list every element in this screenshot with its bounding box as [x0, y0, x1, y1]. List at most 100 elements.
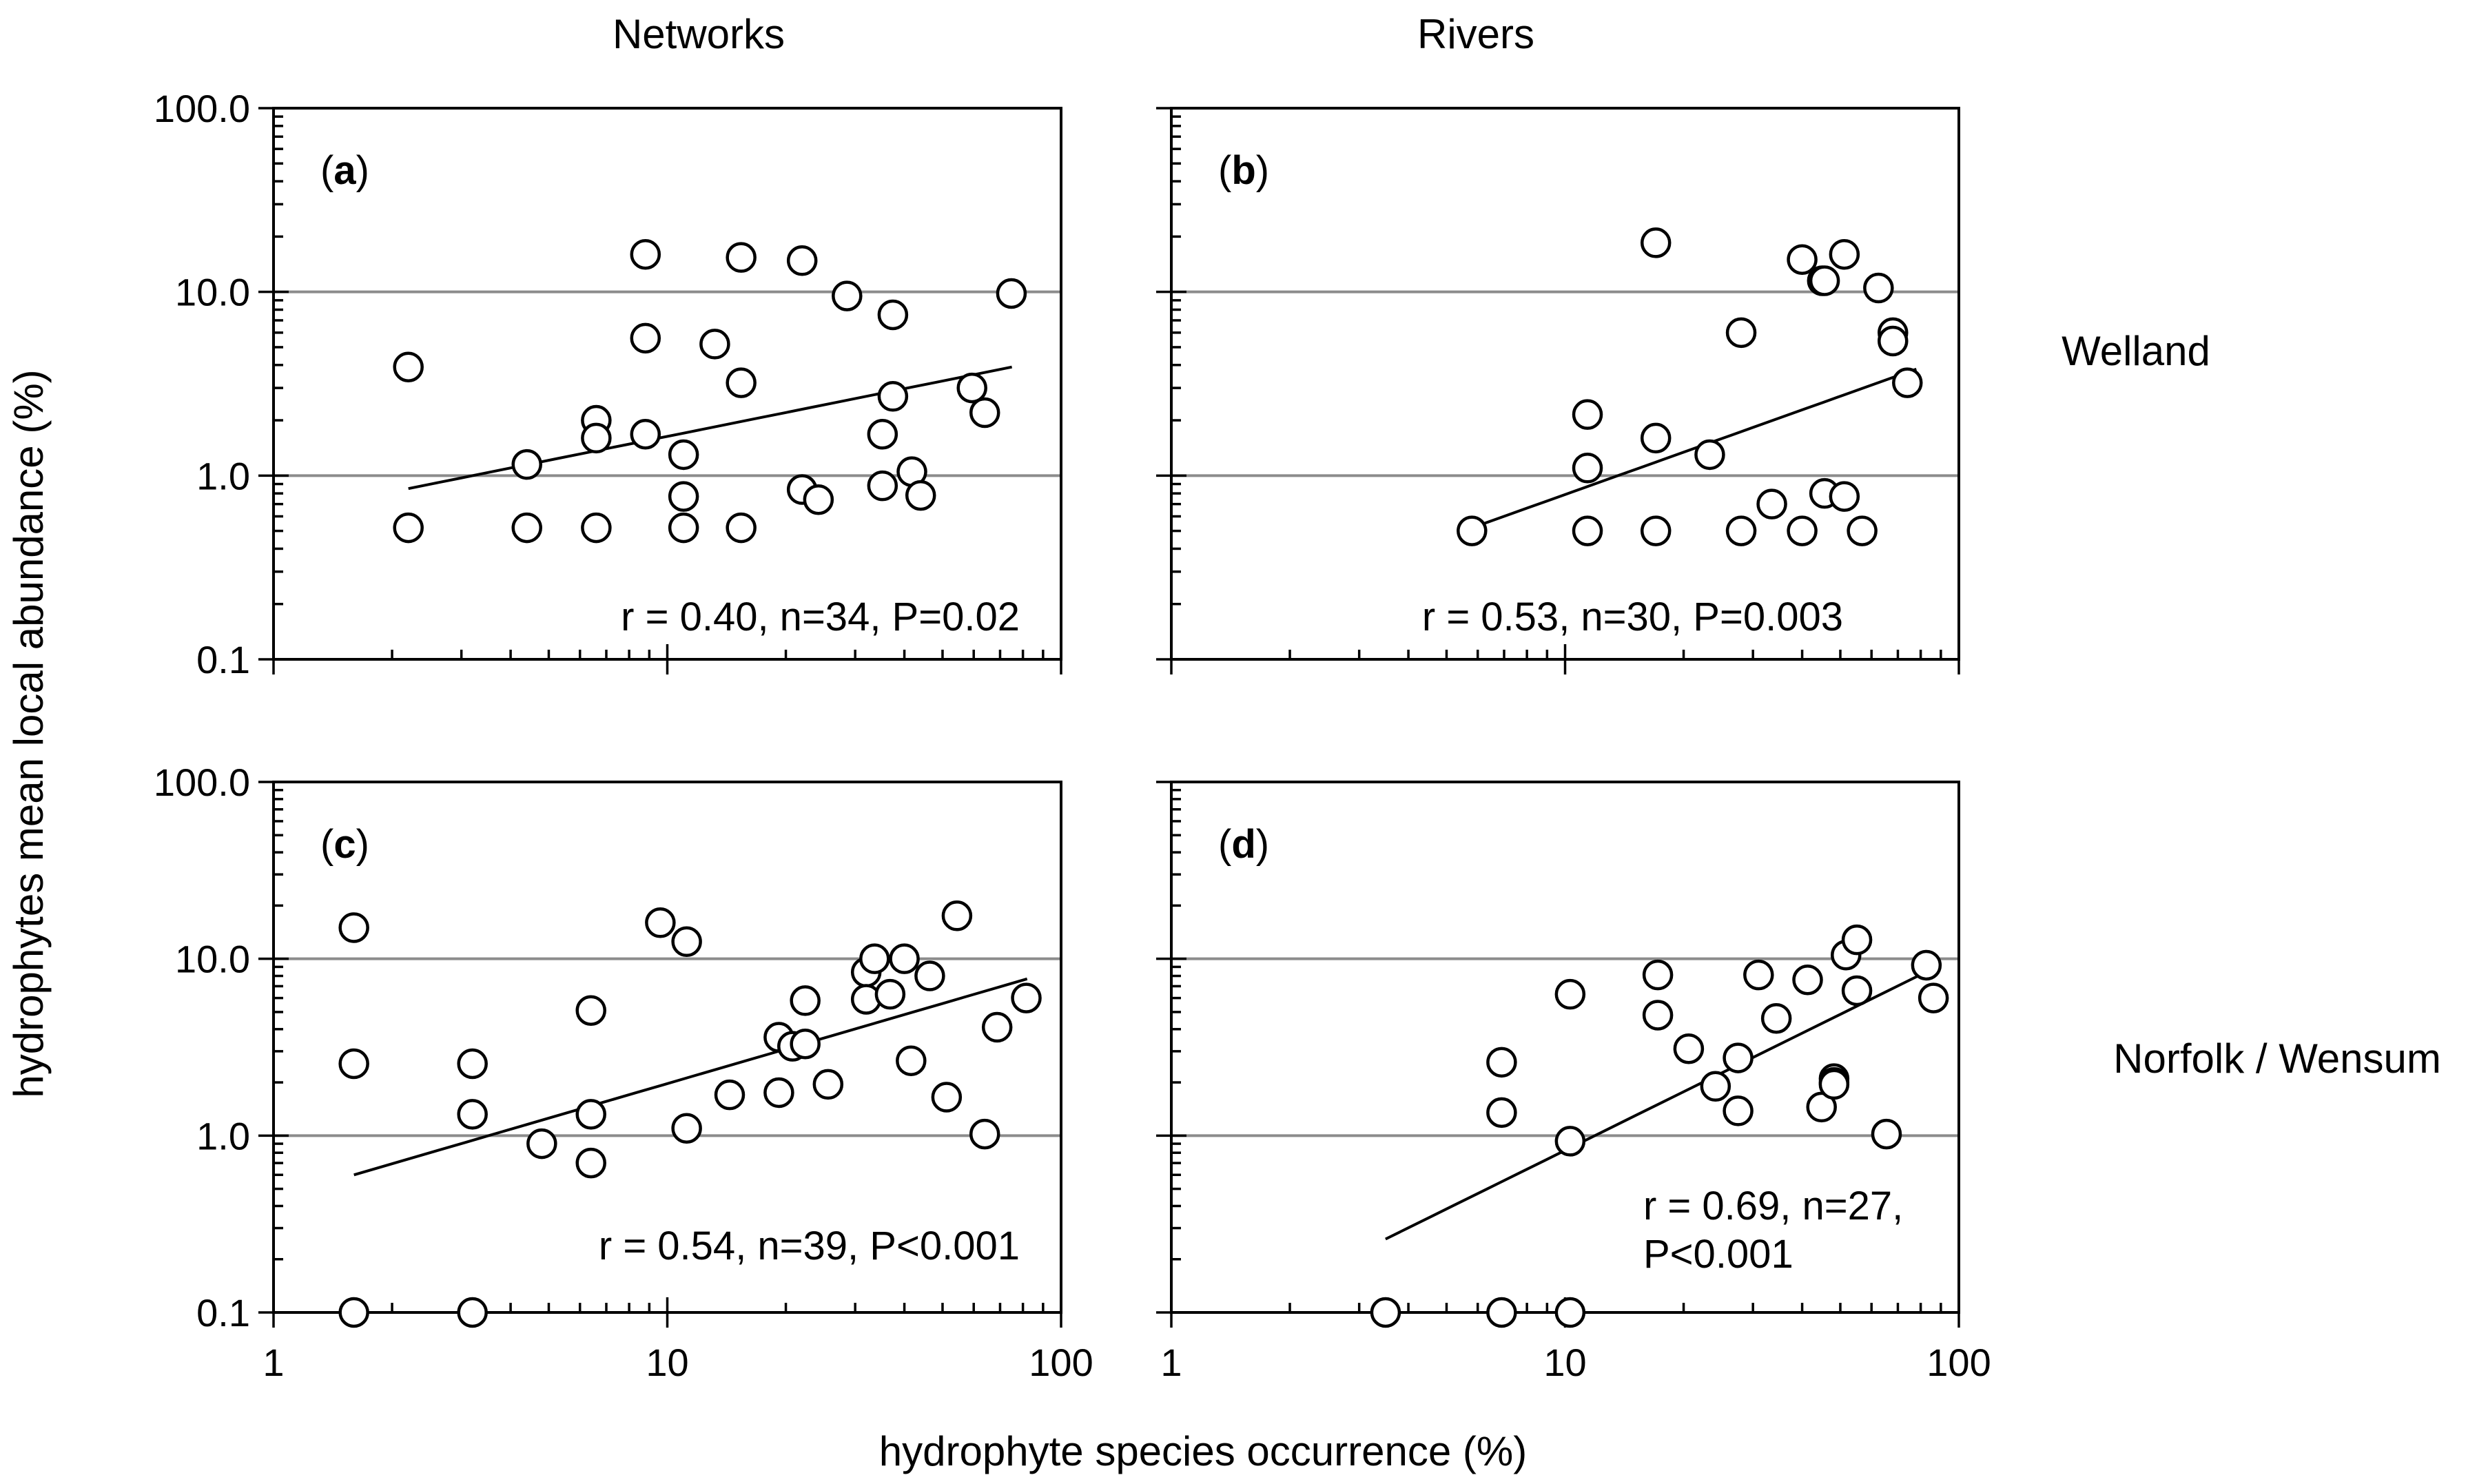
data-point [1841, 924, 1873, 956]
data-point [896, 1045, 927, 1076]
y-axis-title: hydrophytes mean local abundance (%) [6, 369, 52, 1097]
data-point [581, 422, 612, 454]
panel-label: (b) [1218, 148, 1269, 193]
data-point [1841, 975, 1873, 1007]
data-point [668, 439, 699, 471]
data-point [1760, 1002, 1792, 1034]
panel-label: (d) [1218, 822, 1269, 867]
y-tick-label: 100.0 [154, 761, 250, 804]
plot-frame [272, 107, 1062, 661]
data-point [969, 397, 1000, 429]
data-point [1554, 1126, 1586, 1157]
data-point [726, 242, 757, 273]
data-point [1743, 959, 1774, 991]
data-point [867, 419, 898, 450]
data-point [1486, 1047, 1517, 1078]
data-point [511, 512, 542, 544]
data-point [630, 322, 661, 354]
data-point [671, 1113, 702, 1144]
panel-label: (c) [320, 822, 369, 867]
data-point [393, 512, 424, 544]
panel-label-letter: b [1231, 148, 1255, 193]
x-tick-label: 10 [646, 1341, 688, 1384]
panel-label-open: ( [1218, 822, 1231, 867]
data-point [393, 351, 424, 382]
plot-frame [272, 781, 1062, 1314]
data-point [457, 1099, 488, 1130]
data-point [1572, 515, 1603, 546]
data-point [575, 995, 606, 1026]
data-point [763, 1077, 794, 1109]
data-point [726, 512, 757, 544]
data-point [996, 278, 1027, 309]
data-point [1370, 1297, 1401, 1328]
panel-a: 100.0 10.0 1.0 0.1 (a) r = 0.40, n=34, P=0.02 [154, 87, 1062, 681]
panel-label-open: ( [1218, 148, 1231, 193]
x-tick-label: 100 [1926, 1341, 1991, 1384]
trend-line [1471, 367, 1917, 529]
x-tick-label: 100 [1029, 1341, 1093, 1384]
panel-d: 1 10 100 (d) r = 0.69, n=27,P<0.001 [1156, 781, 1991, 1384]
stats-annotation: P<0.001 [1643, 1232, 1793, 1277]
data-point [1554, 978, 1586, 1010]
data-point [786, 245, 818, 276]
data-point [668, 512, 699, 544]
data-point [630, 419, 661, 450]
data-point [969, 1118, 1000, 1150]
data-point [1818, 1069, 1850, 1100]
data-point [1486, 1297, 1517, 1328]
data-point [457, 1048, 488, 1080]
data-point [790, 1028, 821, 1060]
data-point [1642, 959, 1674, 991]
data-point [956, 372, 987, 404]
data-point [668, 481, 699, 512]
data-point [645, 907, 676, 938]
data-point [338, 1297, 369, 1328]
data-point [630, 238, 661, 270]
panel-b: (b) r = 0.53, n=30, P=0.003 [1156, 107, 1960, 674]
data-point [1640, 227, 1672, 258]
plot-frame [1170, 107, 1960, 661]
data-point [931, 1082, 963, 1113]
data-point [877, 299, 909, 331]
x-tick-label: 1 [263, 1341, 284, 1384]
stats-annotation: r = 0.69, n=27, [1643, 1184, 1903, 1228]
data-point [1700, 1071, 1731, 1102]
data-point [1725, 515, 1757, 546]
y-tick-label: 0.1 [196, 1291, 250, 1334]
data-point [671, 926, 702, 958]
panel-label-close: ) [356, 148, 369, 193]
x-tick-label: 10 [1543, 1341, 1586, 1384]
data-point [1847, 515, 1878, 546]
data-point [1918, 982, 1949, 1013]
y-tick-label: 1.0 [196, 454, 250, 497]
y-tick-label: 10.0 [175, 271, 250, 314]
x-axis-title: hydrophyte species occurrence (%) [879, 1428, 1527, 1474]
data-point [457, 1297, 488, 1328]
data-point [1694, 439, 1725, 471]
plot-frame [1170, 781, 1960, 1314]
data-point [1787, 515, 1818, 546]
data-point [699, 329, 730, 360]
data-point [1756, 488, 1787, 519]
data-point [1863, 272, 1894, 304]
data-point [1725, 317, 1757, 349]
data-point [1723, 1042, 1754, 1073]
trend-line [1385, 968, 1932, 1241]
column-title-rivers: Rivers [1417, 11, 1534, 57]
data-point [877, 381, 909, 412]
x-tick-label: 1 [1160, 1341, 1182, 1384]
panel-label-letter: c [333, 822, 356, 867]
data-point [1640, 422, 1672, 454]
data-point [874, 978, 906, 1010]
y-tick-label: 10.0 [175, 938, 250, 981]
data-point [1640, 515, 1672, 546]
panel-label-open: ( [320, 148, 333, 193]
data-point [1892, 367, 1923, 398]
panel-label-close: ) [1256, 148, 1269, 193]
data-point [889, 943, 920, 974]
data-point [511, 449, 542, 480]
data-point [575, 1099, 606, 1130]
data-point [1486, 1097, 1517, 1129]
